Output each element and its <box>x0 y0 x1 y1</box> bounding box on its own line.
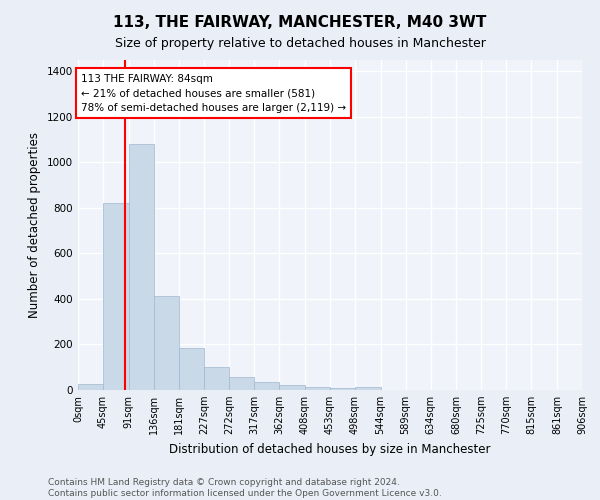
Y-axis label: Number of detached properties: Number of detached properties <box>28 132 41 318</box>
Bar <box>154 296 179 390</box>
Bar <box>355 388 380 390</box>
Bar <box>254 382 280 390</box>
X-axis label: Distribution of detached houses by size in Manchester: Distribution of detached houses by size … <box>169 442 491 456</box>
Bar <box>330 388 355 390</box>
Bar <box>78 384 103 390</box>
Text: Contains HM Land Registry data © Crown copyright and database right 2024.
Contai: Contains HM Land Registry data © Crown c… <box>48 478 442 498</box>
Bar <box>305 387 330 390</box>
Bar <box>280 385 305 390</box>
Bar <box>128 144 154 390</box>
Bar <box>103 204 128 390</box>
Text: Size of property relative to detached houses in Manchester: Size of property relative to detached ho… <box>115 38 485 51</box>
Text: 113, THE FAIRWAY, MANCHESTER, M40 3WT: 113, THE FAIRWAY, MANCHESTER, M40 3WT <box>113 15 487 30</box>
Text: 113 THE FAIRWAY: 84sqm
← 21% of detached houses are smaller (581)
78% of semi-de: 113 THE FAIRWAY: 84sqm ← 21% of detached… <box>81 74 346 114</box>
Bar <box>229 377 254 390</box>
Bar <box>179 348 204 390</box>
Bar <box>204 367 229 390</box>
